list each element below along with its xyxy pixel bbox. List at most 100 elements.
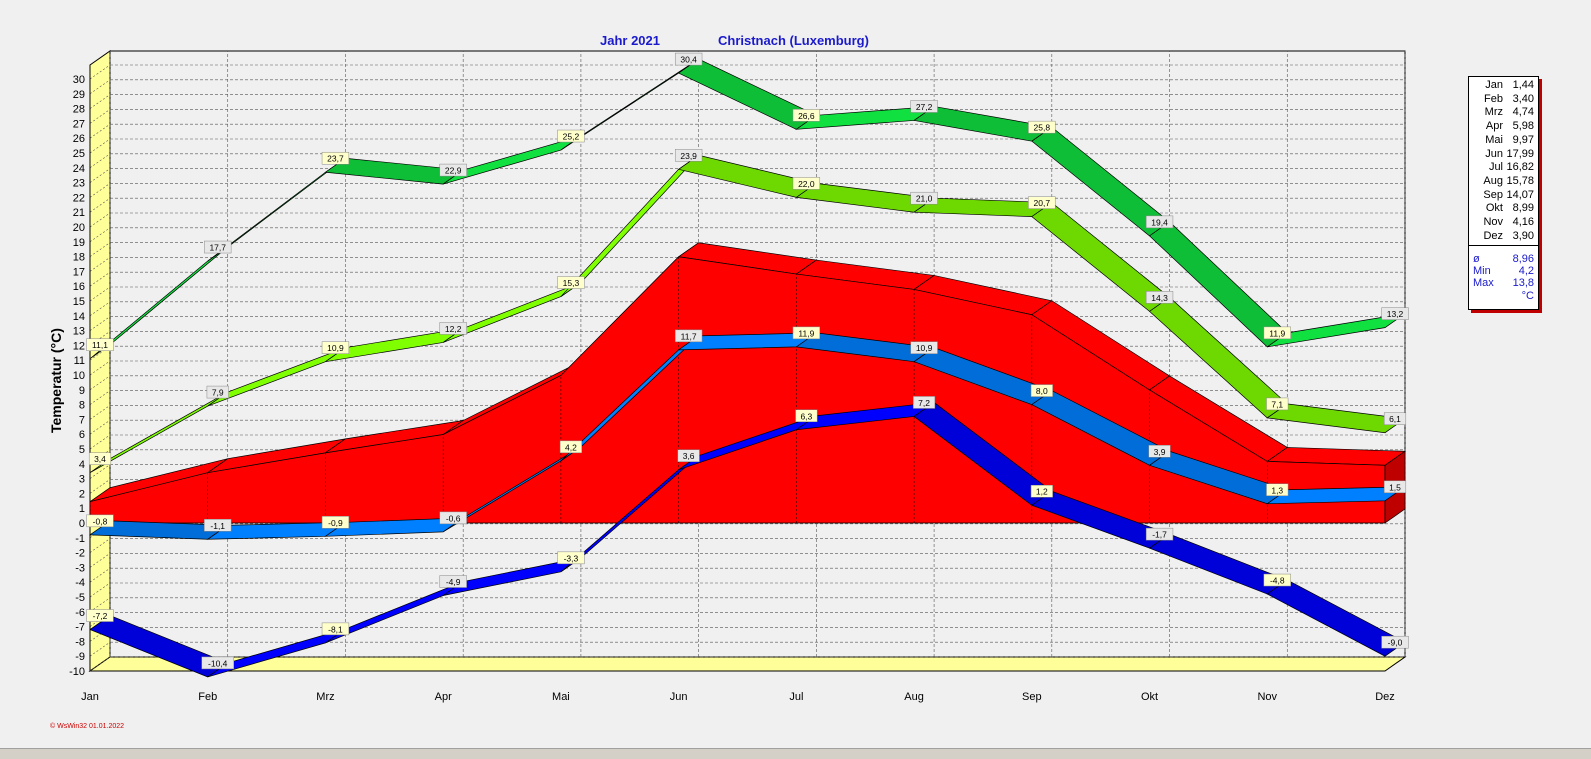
grid-line-side: [89, 464, 111, 479]
data-label-box: [674, 149, 703, 162]
grid-line-side: [89, 109, 111, 124]
legend-label: Max: [1473, 277, 1494, 289]
grid-line-side: [89, 271, 111, 287]
data-label-box: [1030, 384, 1053, 397]
data-label: 1,3: [1271, 485, 1283, 495]
data-label: 27,2: [916, 102, 933, 112]
grid-line-side: [89, 567, 111, 583]
legend-unit-text: °C: [1521, 290, 1534, 302]
data-label-box: [201, 656, 234, 670]
legend-label: ø: [1473, 253, 1480, 265]
data-label-box: [792, 109, 821, 122]
legend-label: Apr: [1485, 120, 1503, 133]
data-label-box: [1263, 573, 1291, 587]
grid-line-side: [89, 390, 111, 405]
data-label-box: [557, 551, 585, 565]
legend-label: Okt: [1485, 202, 1503, 215]
grid-line-side: [89, 227, 111, 243]
y-tick-label: 3: [79, 474, 85, 486]
legend-label: Jan: [1485, 79, 1503, 91]
x-tick-label: Aug: [904, 691, 924, 703]
data-label: -4,8: [1270, 576, 1285, 586]
mean-area-front: [89, 256, 1386, 524]
y-axis-label: Temperatur (°C): [48, 328, 64, 433]
data-label-box: [86, 514, 114, 528]
grid-line-side: [89, 434, 111, 450]
y-tick-label: 24: [73, 163, 85, 175]
data-label-box: [88, 452, 112, 465]
data-label: 23,7: [327, 154, 344, 164]
y-tick-label: -2: [75, 548, 85, 560]
legend-row: Jan 1,44: [1469, 79, 1538, 93]
data-label-box: [1383, 412, 1407, 425]
data-label-box: [439, 575, 467, 588]
legend-row: Sep 14,07: [1469, 189, 1538, 203]
legend-value: 13,8: [1512, 277, 1534, 289]
legend-value: 15,78: [1506, 174, 1534, 187]
series-ribbon-abs-max: [89, 58, 1406, 360]
data-label-box: [792, 177, 821, 190]
data-label: 3,4: [94, 454, 106, 464]
data-label: 3,9: [1154, 447, 1166, 457]
x-tick-label: Mrz: [316, 691, 334, 703]
data-label: 6,3: [800, 411, 812, 421]
data-label-box: [913, 396, 936, 409]
legend-row: Mai 9,97: [1469, 134, 1538, 148]
grid-line-side: [89, 582, 111, 598]
grid-line-side: [89, 479, 111, 494]
data-label-box: [204, 240, 232, 254]
data-label-box: [321, 151, 350, 165]
legend-label: Mai: [1485, 133, 1503, 146]
data-label: 1,5: [1389, 482, 1401, 492]
grid-line-side: [89, 212, 111, 228]
y-tick-label: 6: [79, 429, 85, 441]
data-labels: 3,4 7,9 10,9 12,2 15,3 23,9 22,0 21,0 20,7 14,3 7,…: [88, 149, 1407, 465]
legend-value: 3,40: [1512, 92, 1534, 105]
data-label-box: [1381, 307, 1409, 320]
data-label: 19,4: [1151, 217, 1168, 227]
legend-value: 5,98: [1512, 120, 1534, 133]
grid-line-side: [89, 316, 111, 331]
y-tick-label: 21: [73, 207, 85, 219]
footer-credit: © WsWin32 01.01.2022: [50, 723, 125, 730]
legend-value: 4,16: [1512, 216, 1534, 228]
legend-row: Max 13,8: [1469, 277, 1538, 291]
data-label-box: [910, 100, 938, 113]
y-tick-label: 29: [73, 89, 85, 101]
legend-value: 3,90: [1512, 229, 1534, 242]
data-label: 12,2: [445, 324, 462, 334]
y-tick-label: 26: [73, 133, 85, 145]
legend-row: Jul 16,82: [1469, 161, 1538, 175]
data-label: -8,1: [328, 624, 343, 634]
legend-unit: °C: [1469, 290, 1538, 304]
x-tick-label: Jul: [789, 691, 803, 703]
y-tick-label: -4: [75, 577, 85, 589]
x-tick-label: Jan: [81, 691, 99, 703]
y-tick-label: 13: [73, 326, 85, 338]
data-label-box: [1028, 120, 1056, 134]
data-label: 7,1: [1271, 399, 1283, 409]
x-tick-labels: Jan Feb Mrz Apr Mai Jun Jul Aug Sep Okt Nov Dez: [81, 691, 1395, 703]
data-label: 10,9: [327, 343, 344, 353]
legend-separator: [1469, 245, 1538, 246]
y-tick-label: 1: [79, 503, 85, 515]
data-label-box: [792, 326, 821, 340]
legend-row: Dez 3,90: [1469, 230, 1538, 244]
series-ribbon-abs-min: [89, 402, 1406, 678]
grid-line-side: [89, 553, 111, 568]
series-ribbon-max-mean: [89, 154, 1406, 473]
legend-value: 14,07: [1506, 188, 1534, 201]
grid-line-side: [89, 405, 111, 420]
monthly-mean-legend: Jan 1,44 Feb 3,40 Mrz 4,74 Apr 5,98 Mai 9,97 Jun 17…: [1468, 76, 1539, 310]
x-tick-label: Mai: [552, 691, 570, 703]
data-label: 7,2: [918, 398, 930, 408]
data-label: 11,7: [681, 331, 697, 341]
data-label: 3,6: [683, 451, 695, 461]
data-label-box: [557, 276, 585, 289]
data-label: 30,4: [680, 55, 697, 65]
legend-row: ø 8,96: [1469, 253, 1538, 267]
y-tick-label: 17: [73, 266, 85, 278]
data-label: -0,6: [446, 513, 461, 523]
grid-line-side: [89, 538, 111, 553]
